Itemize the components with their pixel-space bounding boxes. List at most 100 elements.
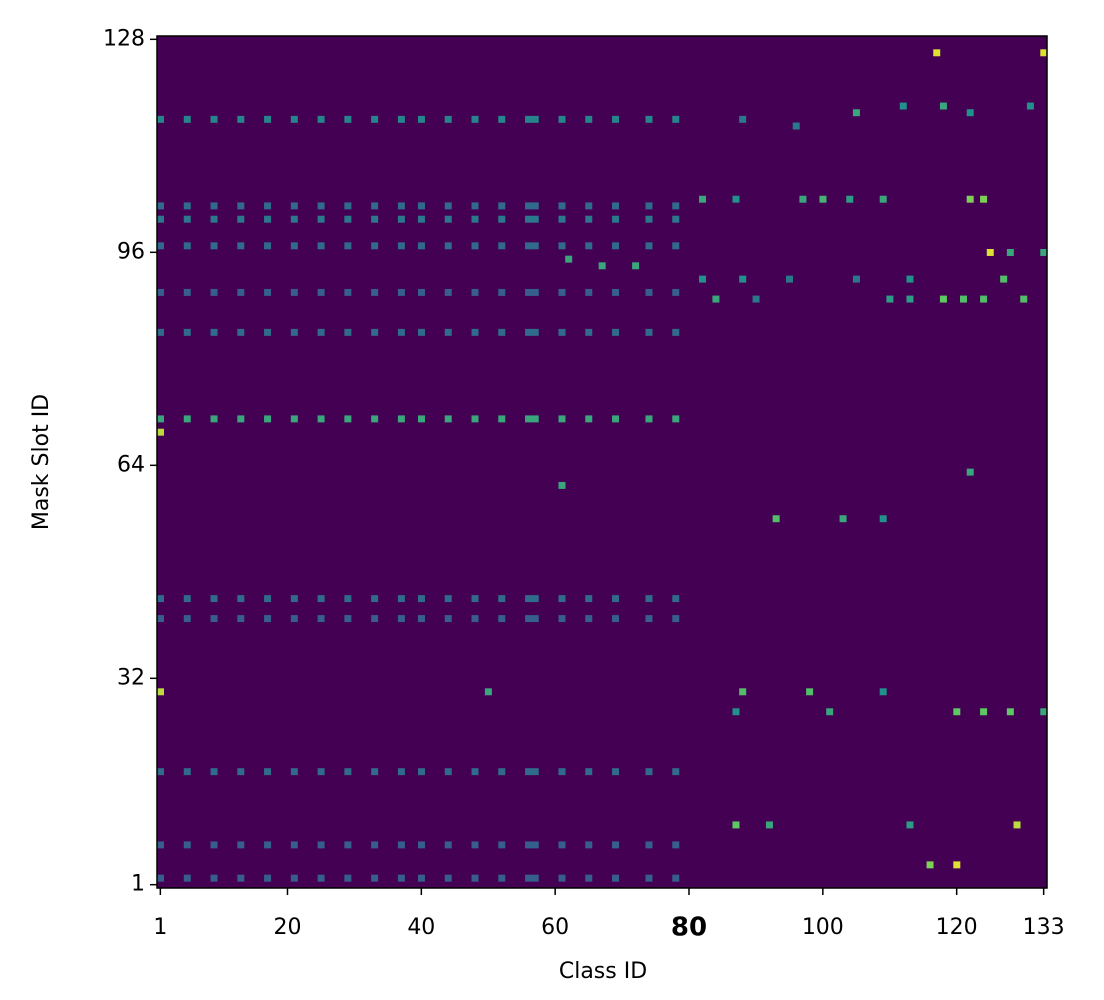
heatmap-cell	[344, 215, 352, 223]
heatmap-cell	[585, 595, 593, 603]
heatmap-cell	[444, 288, 452, 296]
heatmap-cell	[525, 115, 533, 123]
heatmap-cell	[397, 841, 405, 849]
heatmap-cell	[157, 595, 164, 603]
heatmap-cell	[498, 242, 506, 250]
heatmap-cell	[879, 195, 887, 203]
heatmap-cell	[672, 841, 680, 849]
heatmap-cell	[525, 202, 533, 210]
heatmap-cell	[1006, 249, 1014, 256]
heatmap-cell	[183, 202, 191, 210]
heatmap-cell	[531, 288, 539, 296]
heatmap-cell	[471, 328, 479, 336]
heatmap-cell	[290, 841, 298, 849]
heatmap-cell	[444, 215, 452, 223]
heatmap-cell	[966, 195, 974, 203]
heatmap-cell	[531, 415, 539, 423]
heatmap-cell	[645, 768, 653, 776]
heatmap-cell	[558, 328, 566, 336]
heatmap-cell	[317, 215, 325, 223]
heatmap-cell	[264, 841, 272, 849]
heatmap-cell	[852, 109, 860, 117]
heatmap-cell	[210, 874, 218, 882]
heatmap-cell	[210, 415, 218, 423]
heatmap-cell	[317, 288, 325, 296]
heatmap-cell	[264, 242, 272, 250]
heatmap-cell	[344, 768, 352, 776]
heatmap-cell	[672, 328, 680, 336]
heatmap-cell	[417, 841, 425, 849]
heatmap-cell	[344, 841, 352, 849]
heatmap-cell	[210, 841, 218, 849]
heatmap-cell	[531, 768, 539, 776]
heatmap-cell	[317, 768, 325, 776]
heatmap-cell	[397, 768, 405, 776]
heatmap-cell	[498, 768, 506, 776]
heatmap-cell	[344, 595, 352, 603]
heatmap-cell	[157, 115, 164, 123]
heatmap-cell	[317, 874, 325, 882]
heatmap-cell	[585, 242, 593, 250]
heatmap-cell	[960, 295, 967, 303]
heatmap-cell	[585, 288, 593, 296]
heatmap-cell	[471, 874, 479, 882]
heatmap-cell	[612, 115, 620, 123]
heatmap-cell	[397, 202, 405, 210]
heatmap-cell	[397, 115, 405, 123]
heatmap-cell	[953, 861, 961, 869]
heatmap-cell	[786, 275, 794, 283]
heatmap-cell	[699, 195, 707, 203]
heatmap-cell	[237, 115, 245, 123]
heatmap-cell	[645, 115, 653, 123]
heatmap-cell	[264, 215, 272, 223]
heatmap-cell	[558, 288, 566, 296]
heatmap-cell	[732, 821, 740, 829]
heatmap-cell	[906, 821, 914, 829]
heatmap-cell	[210, 328, 218, 336]
heatmap-cell	[752, 295, 760, 303]
heatmap-cell	[210, 115, 218, 123]
heatmap-cell	[612, 202, 620, 210]
heatmap-cell	[344, 615, 352, 623]
heatmap-cell	[237, 415, 245, 423]
heatmap-cell	[237, 242, 245, 250]
heatmap-cell	[645, 615, 653, 623]
heatmap-cell	[210, 768, 218, 776]
x-axis-label: Class ID	[559, 959, 647, 984]
heatmap-cell	[344, 328, 352, 336]
heatmap-cell	[417, 415, 425, 423]
heatmap-cell	[645, 242, 653, 250]
heatmap-cell	[371, 328, 379, 336]
heatmap-cell	[672, 615, 680, 623]
heatmap-cell	[157, 415, 164, 423]
heatmap-cell	[397, 242, 405, 250]
heatmap-cell	[531, 115, 539, 123]
heatmap-cell	[471, 768, 479, 776]
heatmap-cell	[558, 242, 566, 250]
heatmap-cell	[585, 202, 593, 210]
heatmap-cell	[531, 202, 539, 210]
heatmap-cell	[558, 202, 566, 210]
heatmap-cell	[886, 295, 894, 303]
heatmap-cell	[290, 328, 298, 336]
heatmap-cell	[471, 215, 479, 223]
heatmap-cell	[966, 109, 974, 117]
heatmap-cell	[444, 415, 452, 423]
heatmap-cell	[792, 122, 800, 130]
heatmap-cell	[290, 595, 298, 603]
heatmap-cell	[444, 841, 452, 849]
heatmap-cell	[699, 275, 707, 283]
heatmap-cell	[498, 202, 506, 210]
heatmap-cell	[1040, 708, 1048, 716]
heatmap-cell	[632, 262, 640, 270]
heatmap-cell	[525, 841, 533, 849]
heatmap-cell	[980, 295, 988, 303]
heatmap-cell	[317, 615, 325, 623]
heatmap-cell	[417, 215, 425, 223]
x-tick-label: 100	[802, 915, 844, 940]
heatmap-cell	[953, 708, 961, 716]
heatmap-cell	[237, 215, 245, 223]
heatmap-cell	[906, 275, 914, 283]
heatmap-cell	[317, 202, 325, 210]
heatmap-cell	[157, 768, 164, 776]
